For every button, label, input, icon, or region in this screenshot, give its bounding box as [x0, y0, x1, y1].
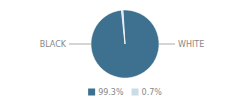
leader-line: [69, 44, 91, 45]
legend-swatch: [88, 89, 95, 96]
legend: 99.3% 0.7%: [88, 88, 162, 97]
slice-label: BLACK: [40, 40, 67, 49]
slice-label: WHITE: [178, 40, 204, 49]
chart: BLACK WHITE 99.3% 0.7%: [0, 0, 240, 100]
leader-line: [159, 44, 175, 45]
pie-slice: [91, 10, 159, 78]
pie-slice: [121, 10, 125, 44]
legend-label: 99.3%: [98, 88, 124, 97]
legend-label: 0.7%: [142, 88, 163, 97]
pie: [91, 10, 159, 78]
legend-swatch: [132, 89, 139, 96]
